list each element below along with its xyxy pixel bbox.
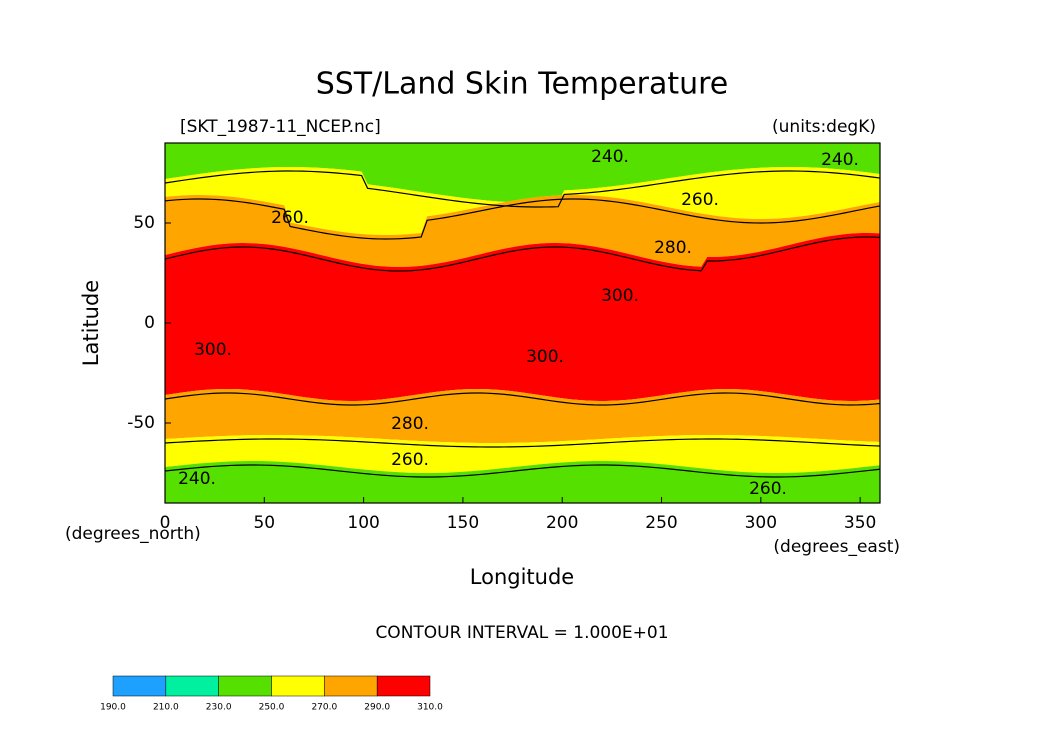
x-tick-label: 0 xyxy=(160,513,171,533)
contour-label: 260. xyxy=(749,479,787,499)
y-axis-label: Latitude xyxy=(79,280,103,366)
field-region xyxy=(165,195,880,267)
colorbar-label: 210.0 xyxy=(153,703,179,713)
x-tick-label: 250 xyxy=(645,513,677,533)
field-region xyxy=(165,389,880,443)
contour-label: 300. xyxy=(194,340,232,360)
contour-label: 280. xyxy=(391,414,429,434)
colorbar-box xyxy=(324,675,378,697)
colorbar-box xyxy=(165,675,219,697)
contour-line xyxy=(164,464,881,478)
field xyxy=(164,143,881,503)
contour-line xyxy=(164,392,881,406)
contour-line xyxy=(164,236,881,272)
x-tick-label: 200 xyxy=(546,513,578,533)
colorbar-box xyxy=(112,675,167,697)
subtitle-left: [SKT_1987-11_NCEP.nc] xyxy=(180,117,381,137)
y-tick-label: 50 xyxy=(133,213,155,233)
field-region xyxy=(165,143,880,203)
colorbar-box xyxy=(271,675,325,697)
contour-label: 300. xyxy=(526,347,564,367)
x-tick-label: 300 xyxy=(745,513,777,533)
x-axis-label: Longitude xyxy=(470,565,574,589)
x-tick-label: 50 xyxy=(253,513,275,533)
contour-line xyxy=(164,438,881,448)
x-tick-label: 100 xyxy=(347,513,379,533)
field-region xyxy=(165,435,880,473)
contour-line xyxy=(164,170,881,208)
x-tick-label: 150 xyxy=(447,513,479,533)
colorbar-label: 250.0 xyxy=(259,703,285,713)
contour-line xyxy=(164,198,881,240)
colorbar-label: 270.0 xyxy=(311,703,337,713)
x-tick-label: 350 xyxy=(844,513,876,533)
x-units: (degrees_east) xyxy=(773,537,900,557)
colorbar-label: 230.0 xyxy=(206,703,232,713)
y-tick-label: 0 xyxy=(144,313,155,333)
contour-label: 240. xyxy=(178,469,216,489)
contour-label: 260. xyxy=(271,208,309,228)
colorbar-label: 290.0 xyxy=(364,703,390,713)
contour-label: 240. xyxy=(821,150,859,170)
colorbar-box xyxy=(376,675,431,697)
subtitle-right: (units:degK) xyxy=(772,117,876,137)
contour-label: 260. xyxy=(391,450,429,470)
colorbar-label: 310.0 xyxy=(417,703,443,713)
contour-label: 240. xyxy=(591,147,629,167)
y-units: (degrees_north) xyxy=(65,524,201,544)
contour-interval: CONTOUR INTERVAL = 1.000E+01 xyxy=(375,623,668,643)
colorbar-box xyxy=(218,675,272,697)
contour-label: 300. xyxy=(601,286,639,306)
contour-label: 280. xyxy=(654,238,692,258)
y-tick-label: -50 xyxy=(127,413,155,433)
field-region xyxy=(165,233,880,401)
contour-label: 260. xyxy=(681,190,719,210)
colorbar-label: 190.0 xyxy=(100,703,126,713)
chart-title: SST/Land Skin Temperature xyxy=(316,67,729,102)
